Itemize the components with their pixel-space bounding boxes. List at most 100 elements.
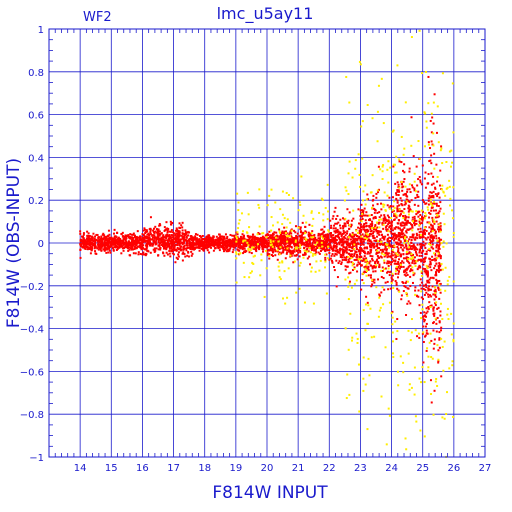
x-tick-label: 25 [416,463,429,474]
yellow-point [357,153,360,156]
red-point [178,232,181,235]
red-point [112,249,115,252]
yellow-point [413,366,416,369]
yellow-point [281,190,284,193]
red-point [278,248,281,251]
red-point [424,252,427,255]
red-point [395,262,398,265]
red-point [197,246,200,249]
red-point [91,238,94,241]
red-point [97,248,100,251]
red-point [415,294,418,297]
red-point [429,266,432,269]
yellow-point [314,253,317,256]
red-point [330,234,333,237]
yellow-point [397,384,400,387]
red-point [314,249,317,252]
red-point [223,235,226,238]
red-point [434,288,437,291]
red-point [349,225,352,228]
red-point [342,246,345,249]
yellow-point [376,140,379,143]
red-point [177,231,180,234]
red-point [390,277,393,280]
red-point [380,275,383,278]
corner-label: WF2 [83,10,112,25]
yellow-point [236,192,239,195]
yellow-point [383,203,386,206]
red-point [409,191,412,194]
red-point [330,259,333,262]
red-point [116,231,119,234]
red-point [237,242,240,245]
red-point [166,231,169,234]
red-point [347,258,350,261]
red-point [179,246,182,249]
red-point [426,279,429,282]
red-point [267,248,270,251]
red-point [168,247,171,250]
red-point [435,243,438,246]
red-point [266,243,269,246]
red-point [94,235,97,238]
red-point [207,236,210,239]
red-point [344,268,347,271]
y-tick-label: 0.2 [28,196,44,207]
red-point [163,229,166,232]
red-point [142,229,145,232]
red-point [353,233,356,236]
red-point [283,244,286,247]
red-point [111,243,114,246]
yellow-point [387,230,390,233]
red-point [343,250,346,253]
yellow-point [361,157,364,160]
yellow-point [287,193,290,196]
red-point [336,228,339,231]
red-point [405,271,408,274]
red-point [334,222,337,225]
red-point [308,240,311,243]
red-point [304,225,307,228]
red-point [269,248,272,251]
red-point [428,281,431,284]
red-point [148,236,151,239]
yellow-point [452,322,455,325]
red-point [361,238,364,241]
red-point [396,205,399,208]
red-point [214,241,217,244]
red-point [159,224,162,227]
yellow-point [436,257,439,260]
red-point [434,259,437,262]
red-point [383,248,386,251]
red-point [360,288,363,291]
red-point [219,241,222,244]
red-point [397,194,400,197]
yellow-point [302,256,305,259]
yellow-point [433,200,436,203]
red-point [261,236,264,239]
red-point [269,247,272,250]
red-point [110,243,113,246]
yellow-point [349,312,352,315]
red-point [307,239,310,242]
red-point [184,229,187,232]
yellow-point [390,282,393,285]
red-point [387,240,390,243]
yellow-point [394,171,397,174]
yellow-point [271,245,274,248]
yellow-point [287,267,290,270]
red-point [242,235,245,238]
red-point [177,255,180,258]
red-point [333,254,336,257]
red-point [432,309,435,312]
red-point [121,231,124,234]
red-point [287,238,290,241]
red-point [439,291,442,294]
red-point [102,244,105,247]
red-point [306,247,309,250]
yellow-point [387,160,390,163]
red-point [333,210,336,213]
red-point [385,251,388,254]
red-point [386,228,389,231]
red-point [99,239,102,242]
